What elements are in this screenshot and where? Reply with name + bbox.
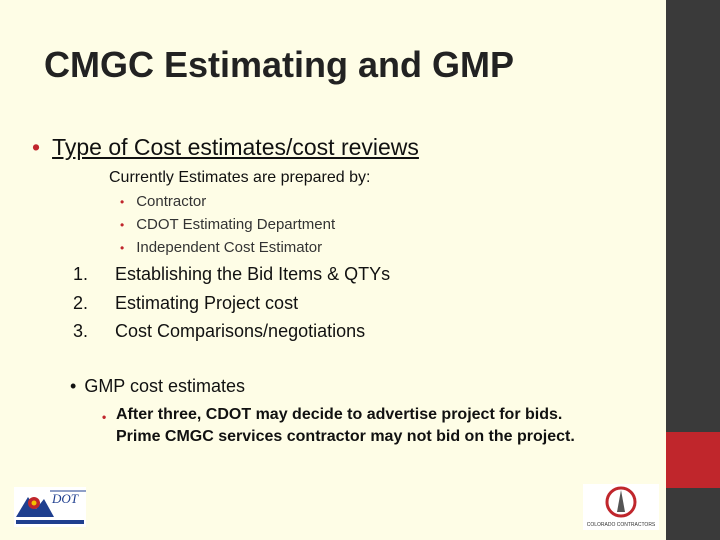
bullet-dot-icon: • bbox=[120, 218, 125, 232]
item-text: Cost Comparisons/negotiations bbox=[115, 321, 366, 341]
bullet-gmp: • GMP cost estimates bbox=[70, 376, 245, 397]
bullet-dot-icon: • bbox=[102, 410, 107, 424]
sidebar-accent-bar bbox=[666, 432, 720, 488]
bullet-dot-icon: • bbox=[120, 241, 125, 255]
cdot-logo: DOT bbox=[14, 487, 86, 527]
list-item-label: Independent Cost Estimator bbox=[136, 239, 323, 256]
list-item-label: CDOT Estimating Department bbox=[136, 216, 336, 233]
bullet-text: GMP cost estimates bbox=[84, 376, 246, 396]
bullet-text: Type of Cost estimates/cost reviews bbox=[52, 134, 419, 160]
slide-title: CMGC Estimating and GMP bbox=[44, 44, 515, 85]
logo-text: COLORADO CONTRACTORS bbox=[587, 522, 656, 528]
list-item-label: Contractor bbox=[136, 193, 207, 210]
item-number: 3. bbox=[73, 321, 89, 341]
bullet-cost-estimates: • Type of Cost estimates/cost reviews bbox=[32, 134, 419, 161]
bullet-dot-icon: • bbox=[32, 134, 41, 160]
bullet-dot-icon: • bbox=[120, 195, 125, 209]
item-text: Establishing the Bid Items & QTYs bbox=[115, 264, 391, 284]
numbered-item: 1. Establishing the Bid Items & QTYs bbox=[73, 264, 390, 285]
list-item: • Contractor bbox=[120, 193, 206, 210]
list-item: • Independent Cost Estimator bbox=[120, 239, 322, 256]
preparers-heading: Currently Estimates are prepared by: bbox=[109, 169, 371, 186]
item-number: 2. bbox=[73, 293, 89, 313]
numbered-item: 2. Estimating Project cost bbox=[73, 293, 298, 314]
bullet-dot-icon: • bbox=[70, 376, 77, 396]
contractors-logo: COLORADO CONTRACTORS bbox=[583, 484, 659, 530]
logo-text: DOT bbox=[51, 491, 79, 506]
item-number: 1. bbox=[73, 264, 89, 284]
note-line: Prime CMGC services contractor may not b… bbox=[116, 428, 575, 445]
note-line: After three, CDOT may decide to advertis… bbox=[116, 406, 563, 423]
numbered-item: 3. Cost Comparisons/negotiations bbox=[73, 321, 365, 342]
item-text: Estimating Project cost bbox=[115, 293, 299, 313]
list-item: • CDOT Estimating Department bbox=[120, 216, 335, 233]
